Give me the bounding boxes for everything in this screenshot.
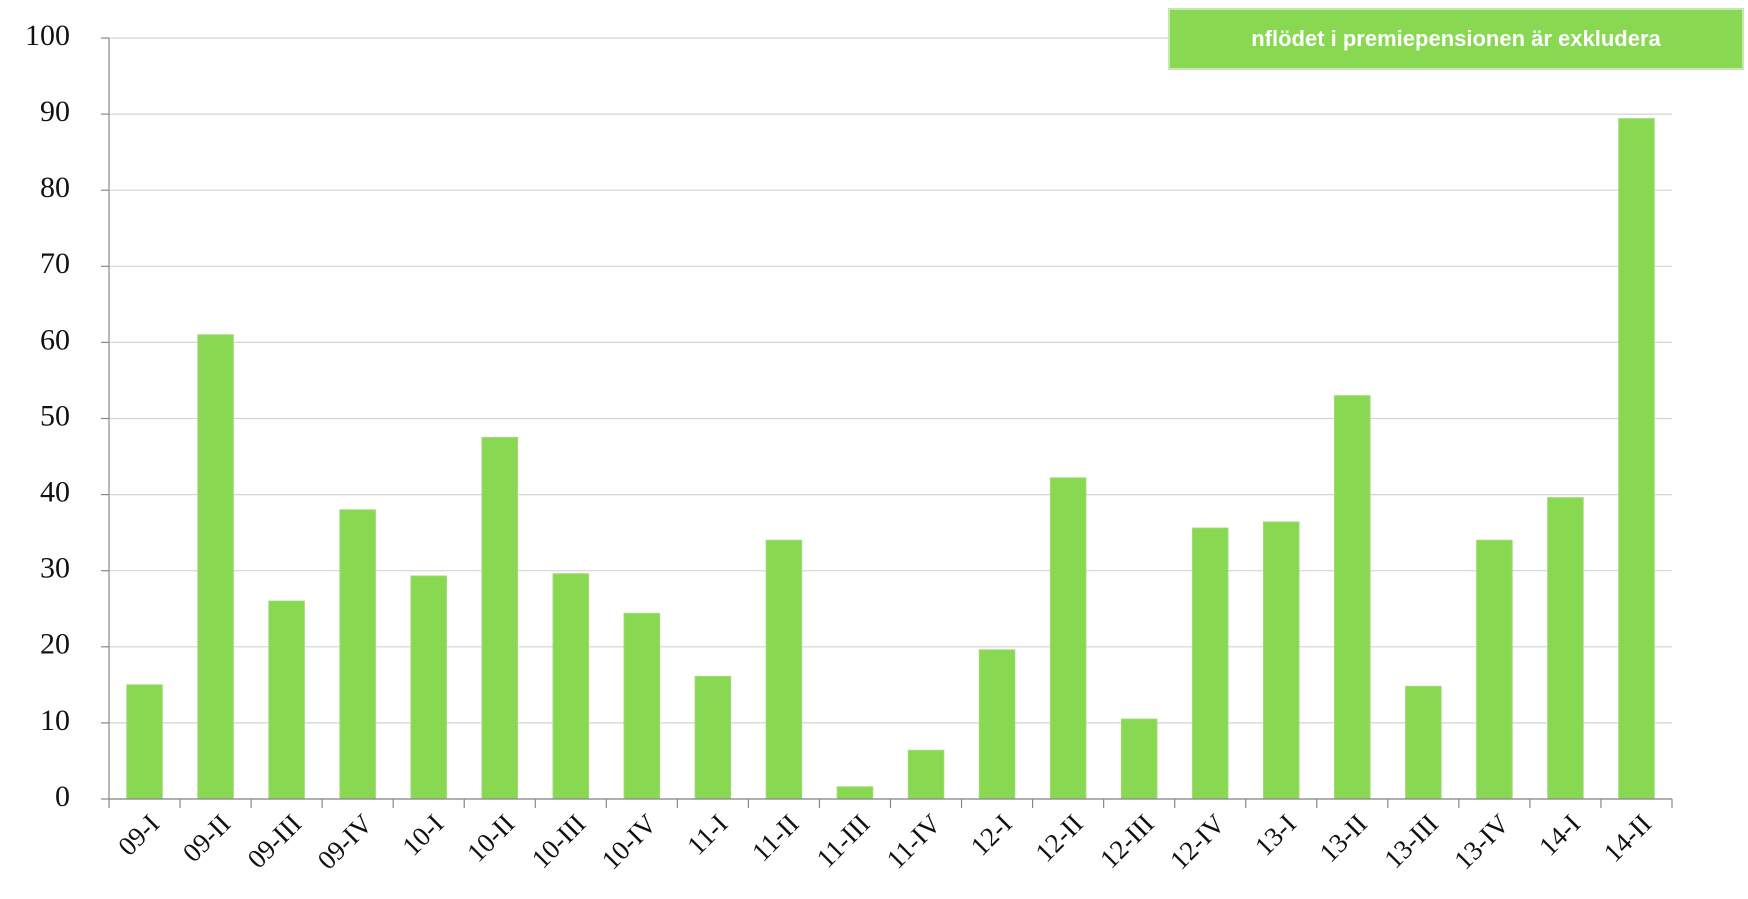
- y-tick-label: 30: [40, 552, 70, 585]
- annotation-box: [1168, 8, 1744, 70]
- x-tick-label: 10-III: [526, 808, 592, 874]
- y-tick-label: 20: [40, 628, 70, 661]
- bar: [552, 573, 590, 800]
- x-tick-label: 11-II: [746, 808, 805, 867]
- y-tick-label: 50: [40, 399, 70, 432]
- y-tick-label: 60: [40, 323, 70, 356]
- bar: [1547, 497, 1584, 800]
- x-tick-label: 12-IV: [1164, 808, 1231, 875]
- y-tick-label: 90: [40, 95, 70, 128]
- x-tick-label: 09-IV: [311, 808, 378, 875]
- y-tick-label: 100: [25, 19, 70, 52]
- bar: [1049, 477, 1087, 800]
- bar: [197, 334, 234, 800]
- bar: [1405, 685, 1442, 800]
- bar: [268, 600, 305, 800]
- x-tick-label: 11-IV: [881, 808, 947, 874]
- bar: [339, 509, 376, 800]
- x-tick-label: 12-I: [965, 808, 1018, 861]
- bar: [1262, 521, 1300, 800]
- annotation: nflödet i premiepensionen är exkludera: [1251, 26, 1661, 51]
- x-tick-label: 10-IV: [596, 808, 663, 875]
- x-tick-label: 14-II: [1598, 808, 1657, 867]
- x-tick-label: 13-I: [1249, 808, 1302, 861]
- bar: [1191, 527, 1229, 800]
- x-tick-label: 10-I: [396, 808, 449, 861]
- x-tick-label: 11-III: [811, 808, 876, 873]
- y-tick-label: 40: [40, 475, 70, 508]
- bar: [978, 649, 1016, 800]
- x-tick-label: 13-IV: [1448, 808, 1515, 875]
- y-tick-label: 70: [40, 247, 70, 280]
- bar: [836, 786, 874, 800]
- bar: [481, 437, 519, 800]
- x-tick-label: 10-II: [461, 808, 520, 867]
- x-tick-label: 12-II: [1029, 808, 1088, 867]
- bar: [1476, 539, 1513, 800]
- y-tick-label: 0: [55, 780, 70, 813]
- bar: [1618, 118, 1655, 800]
- x-tick-label: 09-I: [112, 808, 165, 861]
- bar: [694, 675, 732, 800]
- y-tick-label: 80: [40, 171, 70, 204]
- bar: [410, 575, 447, 800]
- x-tick-label: 13-III: [1378, 808, 1444, 874]
- bar: [1120, 718, 1158, 800]
- x-tick-label: 09-III: [242, 808, 308, 874]
- x-tick-label: 11-I: [681, 808, 733, 860]
- x-tick-label: 13-II: [1314, 808, 1373, 867]
- bar: [126, 684, 163, 800]
- y-tick-label: 10: [40, 704, 70, 737]
- bar: [623, 612, 661, 800]
- x-tick-label: 09-II: [177, 808, 236, 867]
- bar: [765, 539, 803, 800]
- bar: [1334, 395, 1371, 800]
- x-tick-label: 12-III: [1094, 808, 1160, 874]
- bar: [907, 749, 945, 800]
- x-tick-label: 14-I: [1533, 808, 1586, 861]
